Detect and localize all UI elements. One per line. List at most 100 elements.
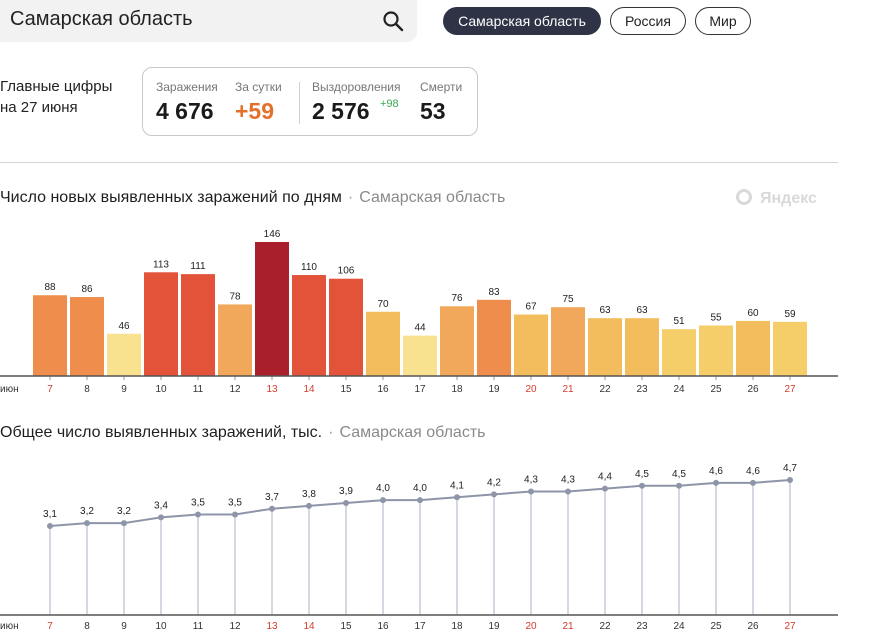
data-point: [639, 482, 645, 489]
data-point: [676, 482, 682, 489]
chart-bar: [736, 320, 770, 376]
chart-bar: [181, 274, 215, 376]
chart-bar: [477, 299, 511, 376]
point-value-label: 4,1: [450, 480, 464, 491]
x-tick-label: 14: [303, 384, 315, 395]
bar-value-label: 88: [44, 282, 56, 293]
cases-value: 4 676: [156, 98, 214, 124]
bar-value-label: 59: [784, 309, 796, 320]
daily-value: +59: [235, 98, 275, 124]
section-divider: [0, 162, 838, 163]
x-tick-label: 17: [414, 621, 426, 632]
bar-value-label: 146: [264, 229, 281, 240]
bar-value-label: 55: [710, 313, 722, 324]
point-value-label: 4,7: [783, 463, 797, 474]
x-tick-label: 16: [377, 621, 389, 632]
bar-value-label: 70: [377, 299, 389, 310]
point-value-label: 4,6: [709, 466, 723, 477]
main-figures-title: Главные цифры: [0, 78, 113, 95]
point-value-label: 3,7: [265, 492, 279, 503]
data-point: [121, 520, 127, 527]
x-tick-label: 27: [784, 621, 796, 632]
chart-bar: [625, 318, 659, 376]
daily-chart-region: Самарская область: [359, 189, 506, 206]
daily-chart-heading: Число новых выявленных заражений по дням…: [0, 189, 505, 207]
cumulative-chart-heading: Общее число выявленных заражений, тыс. · С…: [0, 424, 485, 442]
bar-value-label: 83: [488, 287, 500, 298]
bar-value-label: 76: [451, 293, 463, 304]
month-label: июн: [0, 621, 19, 632]
x-tick-label: 8: [84, 621, 90, 632]
bar-value-label: 86: [81, 284, 93, 295]
chart-bar: [366, 311, 400, 376]
data-point: [84, 520, 90, 527]
x-tick-label: 16: [377, 384, 389, 395]
point-value-label: 4,3: [561, 475, 575, 486]
chart-bar: [292, 275, 326, 376]
bar-value-label: 75: [562, 294, 574, 305]
x-tick-label: 11: [193, 384, 204, 395]
data-point: [454, 494, 460, 501]
x-tick-label: 7: [47, 621, 53, 632]
bar-value-label: 113: [153, 259, 169, 270]
point-value-label: 3,9: [339, 486, 353, 497]
yandex-logo-icon: [736, 189, 752, 205]
x-tick-label: 8: [84, 384, 90, 395]
cumulative-cases-line-chart: 3,1 7 3,2 8 3,2 9 3,4 10 3,5 11 3,5 12 3,7 13 3,8 14 3,9…: [0, 463, 838, 632]
x-tick-label: 10: [155, 384, 167, 395]
search-icon[interactable]: [381, 9, 405, 33]
x-tick-label: 17: [414, 384, 426, 395]
bar-value-label: 111: [190, 261, 206, 272]
tab-russia[interactable]: Россия: [610, 7, 686, 35]
x-tick-label: 27: [784, 384, 796, 395]
bar-value-label: 51: [673, 316, 685, 327]
title-separator-dot: ·: [347, 189, 354, 206]
x-tick-label: 7: [47, 384, 53, 395]
x-tick-label: 11: [193, 621, 204, 632]
point-value-label: 3,4: [154, 500, 168, 511]
chart-bar: [588, 318, 622, 376]
x-tick-label: 23: [636, 384, 648, 395]
point-value-label: 4,3: [524, 475, 538, 486]
search-input[interactable]: Самарская область: [10, 8, 193, 30]
point-value-label: 3,2: [117, 506, 131, 517]
watermark-text: Яндекс: [760, 190, 817, 207]
x-tick-label: 15: [340, 621, 352, 632]
x-tick-label: 18: [451, 384, 463, 395]
chart-bar: [440, 306, 474, 376]
tab-world[interactable]: Мир: [695, 7, 751, 35]
recovered-value: 2 576: [312, 98, 370, 124]
x-tick-label: 24: [673, 384, 685, 395]
point-value-label: 4,0: [413, 483, 427, 494]
point-value-label: 4,0: [376, 483, 390, 494]
data-point: [343, 500, 349, 506]
data-point: [528, 488, 534, 495]
cumulative-chart-title: Общее число выявленных заражений, тыс.: [0, 424, 323, 441]
point-value-label: 3,5: [191, 498, 205, 509]
point-value-label: 4,5: [672, 469, 686, 480]
bar-value-label: 44: [414, 323, 426, 334]
chart-bar: [218, 304, 252, 376]
x-tick-label: 26: [747, 384, 759, 395]
bar-value-label: 106: [338, 266, 355, 277]
data-point: [750, 479, 756, 486]
bar-value-label: 60: [747, 308, 759, 319]
bar-value-label: 110: [301, 262, 317, 273]
point-value-label: 4,5: [635, 469, 649, 480]
x-tick-label: 15: [340, 384, 352, 395]
point-value-label: 4,6: [746, 466, 760, 477]
x-tick-label: 12: [229, 384, 241, 395]
tab-samara-region[interactable]: Самарская область: [443, 7, 601, 35]
data-point: [158, 514, 164, 521]
chart-bar: [514, 314, 548, 376]
search-bar[interactable]: Самарская область: [0, 0, 417, 42]
x-tick-label: 9: [121, 621, 127, 632]
data-point: [491, 491, 497, 498]
x-tick-label: 12: [229, 621, 241, 632]
deaths-value: 53: [420, 98, 446, 124]
data-point: [269, 505, 275, 512]
data-point: [195, 511, 201, 518]
recovered-label: Выздоровления: [312, 80, 401, 94]
x-tick-label: 25: [710, 384, 722, 395]
point-value-label: 3,1: [43, 509, 57, 520]
